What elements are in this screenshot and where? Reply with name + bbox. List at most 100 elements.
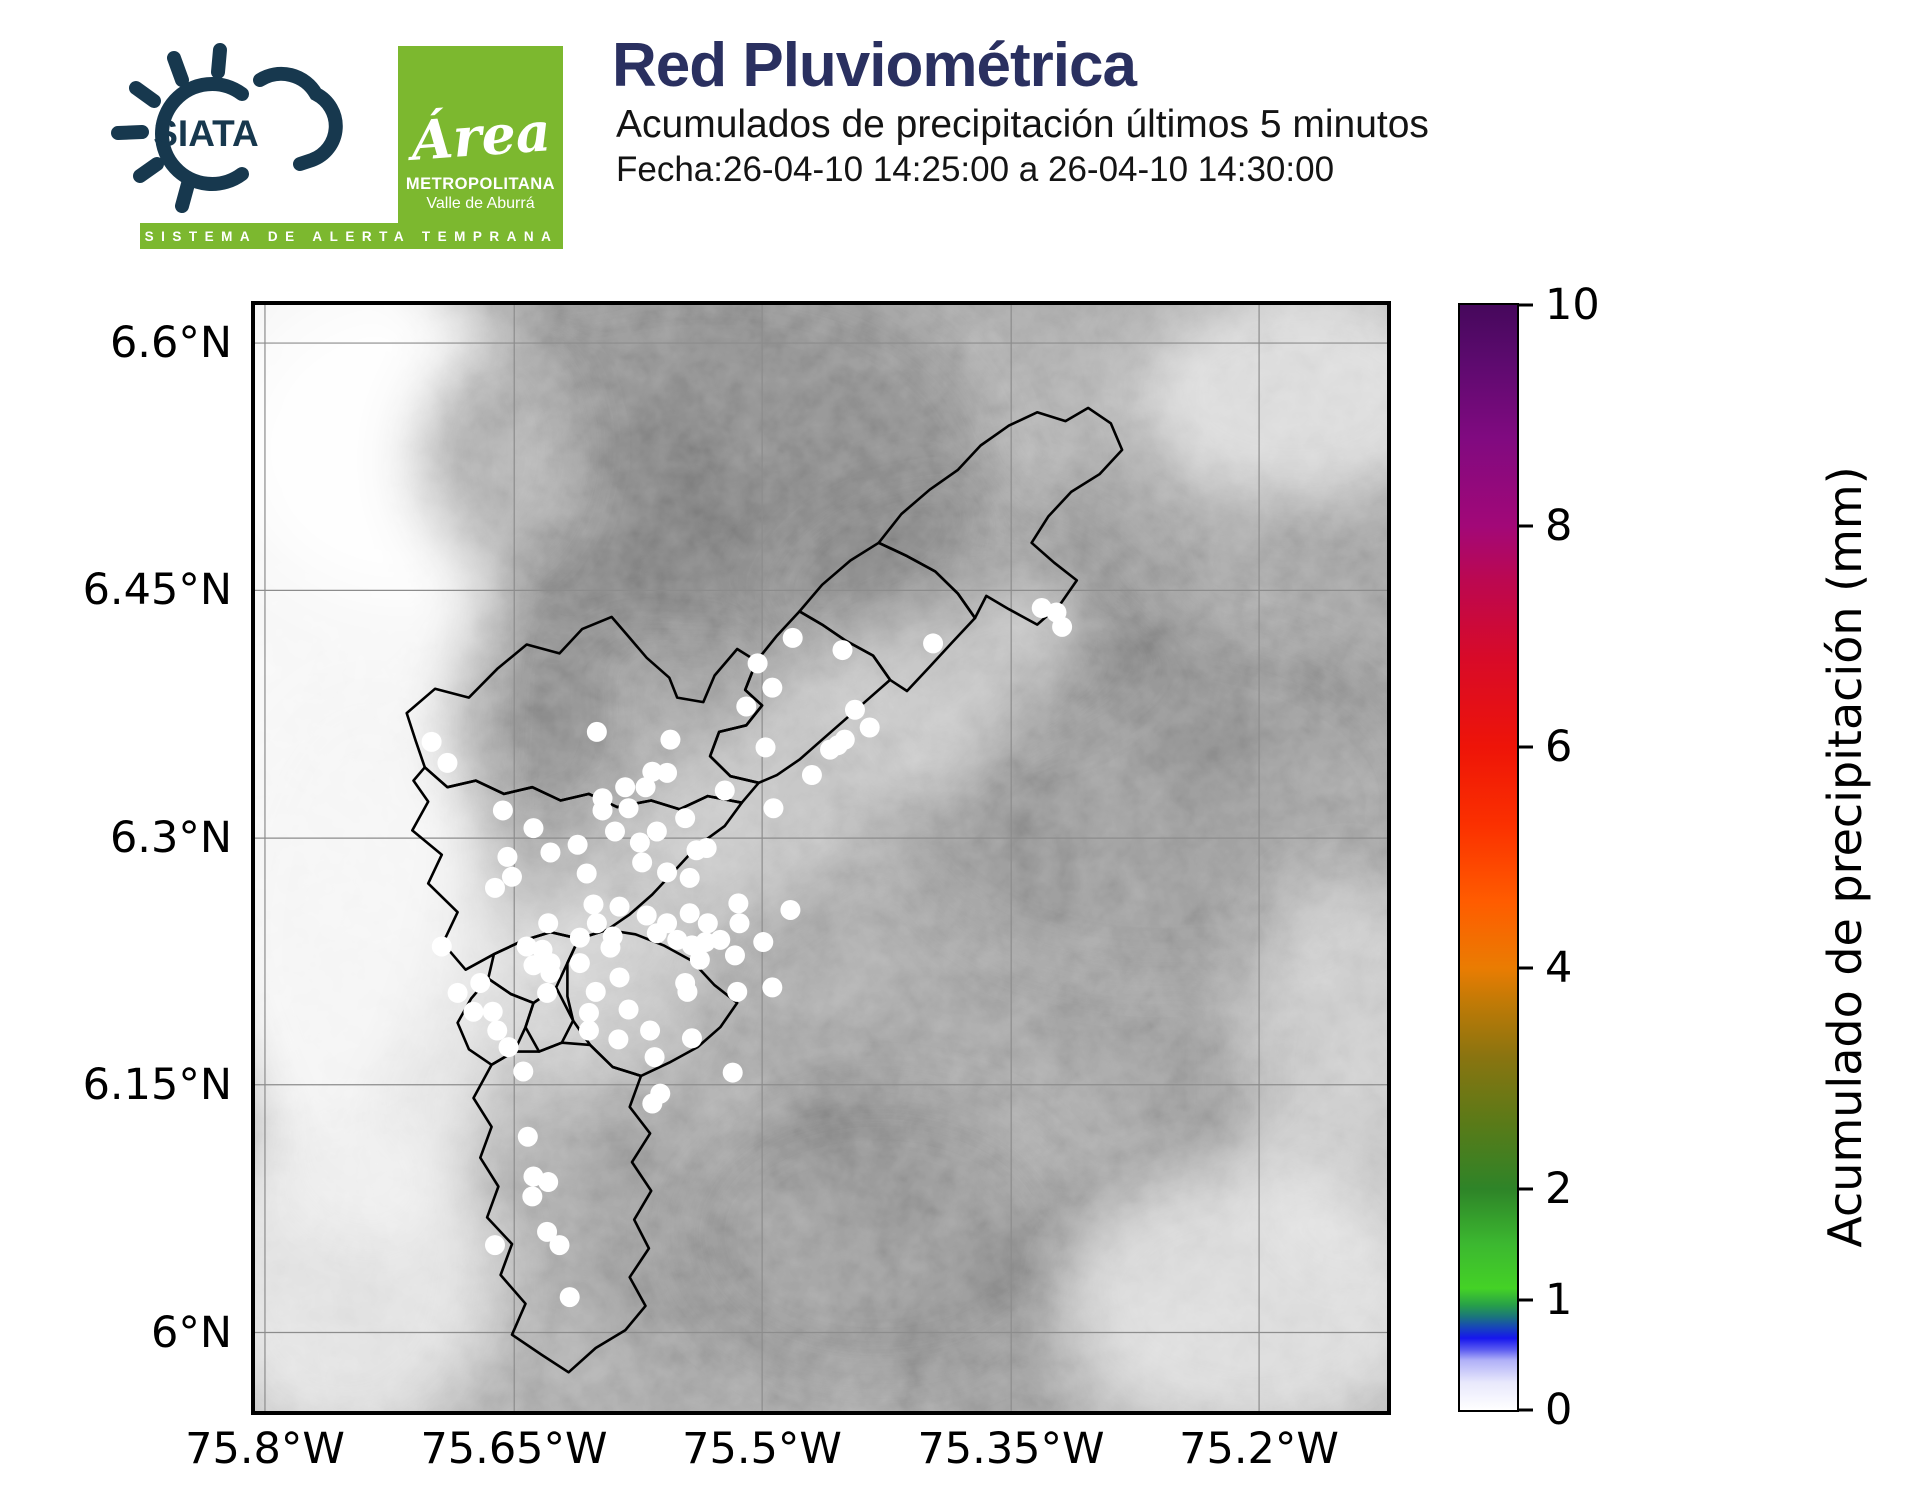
station-dot — [498, 1037, 519, 1058]
x-tick-label: 75.35°W — [917, 1424, 1105, 1474]
area-logo-script: Área — [408, 99, 553, 174]
station-dot — [431, 936, 452, 957]
colorbar-tick — [1519, 524, 1533, 528]
station-dot — [569, 953, 590, 974]
station-dot — [679, 903, 700, 924]
colorbar-axis-label: Acumulado de precipitación (mm) — [1818, 466, 1872, 1248]
station-dot — [609, 967, 630, 988]
y-tick-label: 6.6°N — [109, 318, 232, 368]
boundary-girardota — [798, 541, 977, 693]
station-dot — [592, 800, 613, 821]
page-title: Red Pluviométrica — [612, 31, 1137, 100]
station-dot — [782, 627, 803, 648]
station-dot — [540, 963, 561, 984]
station-dot — [629, 832, 650, 853]
station-dot — [834, 729, 855, 750]
station-dot — [801, 765, 822, 786]
y-tick-label: 6°N — [150, 1308, 232, 1358]
station-dot — [523, 818, 544, 839]
siata-logo-icon: SIATA — [111, 43, 343, 213]
station-dot — [578, 1020, 599, 1041]
station-dot — [497, 846, 518, 867]
station-dot — [437, 752, 458, 773]
precipitation-colorbar — [1457, 302, 1519, 1412]
colorbar-tick-label: 2 — [1545, 1164, 1573, 1214]
y-tick-label: 6.15°N — [82, 1060, 232, 1110]
colorbar-tick-label: 8 — [1545, 501, 1573, 551]
x-tick-label: 75.65°W — [420, 1424, 608, 1474]
station-dot — [559, 1287, 580, 1308]
station-dot — [586, 721, 607, 742]
station-dot — [844, 699, 865, 720]
station-dot — [586, 913, 607, 934]
station-dot — [642, 761, 663, 782]
station-dot — [727, 981, 748, 1002]
siata-logo-text: SIATA — [153, 113, 259, 154]
station-dot — [646, 923, 667, 944]
station-dot — [762, 977, 783, 998]
station-dot — [636, 905, 657, 926]
station-dot — [513, 1061, 534, 1082]
station-dot — [578, 1002, 599, 1023]
x-tick-label: 75.8°W — [185, 1424, 345, 1474]
station-dot — [763, 798, 784, 819]
station-dot — [923, 633, 944, 654]
map-canvas — [251, 301, 1391, 1415]
station-dot — [762, 677, 783, 698]
station-dot — [642, 1093, 663, 1114]
rain-gauge-stations — [421, 598, 1073, 1308]
station-dot — [585, 981, 606, 1002]
station-dot — [755, 737, 776, 758]
boundary-medellin — [411, 765, 744, 972]
colorbar-tick-label: 1 — [1545, 1274, 1573, 1325]
station-dot — [722, 1062, 743, 1083]
x-tick-label: 75.2°W — [1179, 1424, 1339, 1474]
station-dot — [714, 780, 735, 801]
colorbar-tick — [1519, 1298, 1533, 1301]
station-dot — [675, 808, 696, 829]
date-range: Fecha:26-04-10 14:25:00 a 26-04-10 14:30… — [616, 150, 1335, 189]
station-dot — [600, 937, 621, 958]
station-dot — [644, 1047, 665, 1068]
station-dot — [538, 913, 559, 934]
boundary-barbosa — [877, 406, 1124, 626]
y-tick-label: 6.45°N — [82, 565, 232, 615]
station-dot — [482, 1001, 503, 1022]
x-tick-label: 75.5°W — [682, 1424, 842, 1474]
station-dot — [484, 1235, 505, 1256]
station-dot — [487, 1020, 508, 1041]
station-dot — [679, 867, 700, 888]
station-dot — [632, 852, 653, 873]
station-dot — [646, 821, 667, 842]
station-dot — [522, 1186, 543, 1207]
area-metropolitana-logo: Área METROPOLITANA Valle de Aburrá — [398, 46, 563, 223]
station-dot — [447, 982, 468, 1003]
station-dot — [657, 862, 678, 883]
station-dot — [569, 927, 590, 948]
station-dot — [1052, 616, 1073, 637]
station-dot — [697, 913, 718, 934]
station-dot — [583, 894, 604, 915]
station-dot — [724, 945, 745, 966]
station-dot — [736, 696, 757, 717]
station-dot — [463, 1001, 484, 1022]
boundary-caldas — [472, 1041, 653, 1374]
station-dot — [537, 982, 558, 1003]
station-dot — [576, 863, 597, 884]
station-dot — [689, 949, 710, 970]
station-dot — [604, 821, 625, 842]
terrain-noise-fine — [255, 305, 1387, 1411]
station-dot — [615, 777, 636, 798]
station-dot — [567, 834, 588, 855]
colorbar-tick — [1519, 1408, 1533, 1412]
station-dot — [635, 777, 656, 798]
colorbar-tick-label: 0 — [1545, 1385, 1573, 1435]
terrain-map — [255, 305, 1387, 1411]
station-dot — [618, 999, 639, 1020]
station-dot — [728, 893, 749, 914]
station-dot — [753, 932, 774, 953]
station-dot — [608, 1029, 629, 1050]
station-dot — [657, 762, 678, 783]
area-logo-line2: Valle de Aburrá — [426, 195, 535, 212]
station-dot — [540, 842, 561, 863]
